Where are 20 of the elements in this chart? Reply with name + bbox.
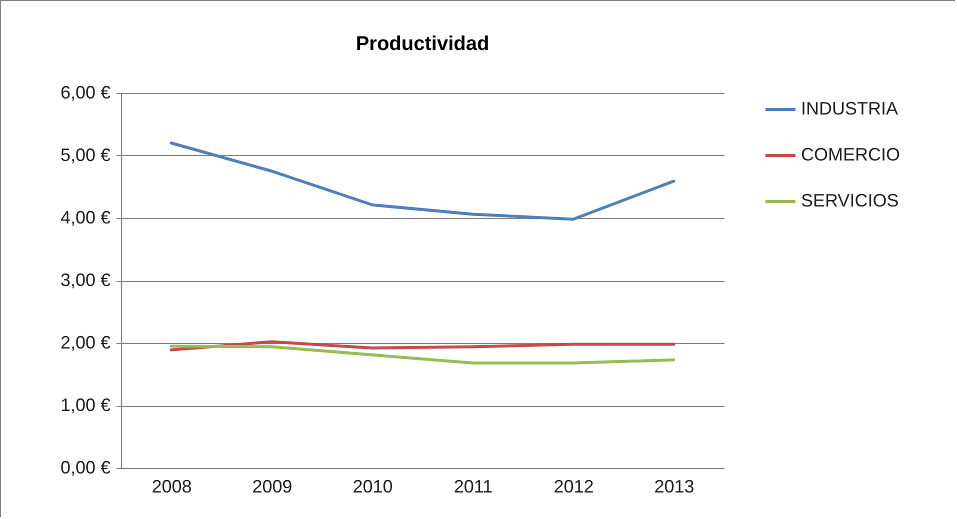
- chart-title: Productividad: [356, 33, 490, 55]
- y-tick-label: 3,00 €: [60, 270, 110, 290]
- x-tick-label: 2013: [654, 476, 694, 496]
- y-tick-label: 4,00 €: [60, 208, 110, 228]
- line-series: [170, 340, 676, 352]
- x-tick-label: 2009: [252, 476, 292, 496]
- y-tick-label: 6,00 €: [60, 82, 110, 102]
- y-tick-label: 0,00 €: [60, 458, 110, 478]
- legend-label: COMERCIO: [801, 144, 900, 164]
- line-series: [170, 344, 676, 364]
- legend-label: SERVICIOS: [801, 190, 899, 210]
- x-tick-label: 2010: [352, 476, 393, 496]
- y-tick-label: 5,00 €: [60, 145, 110, 165]
- y-tick-label: 1,00 €: [60, 395, 110, 415]
- x-tick-label: 2012: [554, 476, 594, 496]
- y-tick-label: 2,00 €: [60, 332, 110, 352]
- line-series: [170, 142, 676, 221]
- x-tick-label: 2011: [454, 476, 493, 496]
- x-tick-label: 2008: [152, 476, 192, 496]
- legend-label: INDUSTRIA: [801, 98, 898, 118]
